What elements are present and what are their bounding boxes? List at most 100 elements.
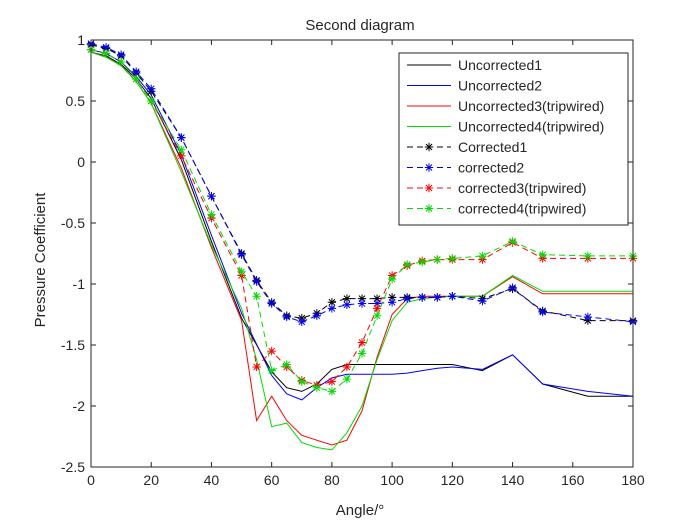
y-tick-label: 0.5 (66, 93, 86, 109)
legend-marker (424, 163, 434, 172)
series-5-point (508, 283, 517, 292)
series-3 (90, 51, 633, 451)
legend-box (398, 52, 629, 226)
series-5-point (177, 133, 186, 142)
series-6-point (327, 377, 337, 386)
series-7-point (147, 96, 156, 106)
series-5-point (312, 311, 322, 320)
y-tick-label: -0.5 (61, 215, 85, 231)
series-7-point (508, 237, 517, 246)
series-6-point (252, 362, 261, 372)
series-line-3 (90, 51, 633, 451)
series-7 (86, 45, 638, 396)
series-line-6 (90, 49, 633, 386)
series-1 (90, 49, 634, 401)
series-4-point (387, 293, 397, 302)
x-tick-label: 160 (561, 472, 585, 488)
y-axis-label: Pressure Coefficient (32, 192, 49, 328)
series-line-1 (90, 49, 634, 401)
series-7-point (116, 57, 126, 67)
legend-label: Uncorrected3(tripwired) (458, 98, 604, 114)
series-5-point (342, 300, 352, 309)
series-5-point (583, 312, 593, 322)
series-7-point (312, 383, 322, 392)
y-tick-label: -1.5 (61, 337, 85, 353)
series-5-point (131, 67, 141, 76)
series-4-point (372, 294, 382, 303)
legend-item-7: corrected4(tripwired) (407, 201, 586, 217)
legend-marker (424, 142, 434, 152)
series-7-point (342, 374, 352, 384)
x-tick-label: 60 (264, 472, 280, 488)
x-tick-label: 140 (501, 472, 525, 488)
legend-marker (424, 204, 434, 213)
series-7-point (282, 360, 291, 369)
legend-item-0: Uncorrected1 (407, 57, 542, 73)
series-6-point (267, 346, 276, 356)
series-5-point (237, 250, 246, 259)
series-7-point (297, 377, 306, 386)
x-tick-label: 100 (380, 472, 404, 488)
legend-label: corrected2 (458, 160, 524, 176)
series-5-point (402, 294, 412, 303)
series-7-point (418, 257, 427, 267)
series-5-point (282, 312, 291, 322)
legend-item-4: Corrected1 (407, 139, 527, 155)
series-7-point (583, 251, 593, 261)
legend-label: Corrected1 (458, 139, 527, 155)
series-5-point (372, 299, 382, 308)
x-tick-label: 20 (143, 472, 159, 488)
x-tick-label: 40 (204, 472, 220, 488)
plot-area (86, 39, 638, 451)
series-5-point (357, 299, 367, 308)
series-7-point (252, 292, 261, 301)
series-7-point (267, 366, 276, 375)
series-5-point (297, 317, 306, 327)
series-4-point (357, 294, 367, 303)
legend-label: corrected3(tripwired) (458, 180, 586, 196)
series-6-point (357, 338, 367, 347)
series-7-point (387, 274, 397, 284)
legend-item-5: corrected2 (407, 160, 524, 176)
y-tick-label: 0 (77, 154, 85, 170)
y-tick-label: -2.5 (61, 459, 85, 475)
series-7-point (538, 250, 547, 259)
series-5-point (267, 299, 276, 308)
series-5-point (207, 191, 216, 201)
series-7-point (433, 255, 442, 264)
series-7-point (237, 267, 246, 276)
series-5-point (252, 277, 261, 286)
series-4-point (327, 298, 337, 307)
y-tick-label: 1 (77, 32, 85, 48)
legend: Uncorrected1 Uncorrected2 Uncorrected3(tri… (398, 52, 629, 226)
x-tick-label: 180 (621, 472, 645, 488)
legend-item-2: Uncorrected3(tripwired) (407, 98, 604, 114)
series-6-point (342, 362, 352, 372)
series-7-point (327, 387, 337, 396)
legend-item-6: corrected3(tripwired) (407, 180, 586, 196)
x-axis-label: Angle/° (336, 502, 385, 519)
series-6-point (372, 304, 382, 313)
series-5-point (448, 292, 457, 301)
legend-item-1: Uncorrected2 (407, 78, 542, 94)
series-5-point (478, 296, 487, 306)
y-tick-label: -2 (73, 398, 86, 414)
x-tick-label: 120 (441, 472, 465, 488)
x-tick-label: 0 (87, 472, 95, 488)
series-7-point (101, 49, 111, 58)
x-tick-label: 80 (324, 472, 340, 488)
series-7-point (177, 145, 186, 154)
series-5-point (147, 84, 156, 93)
axes: 0 20 40 60 80 100 120 140 160 180 -2.5 -2 -1.5 -1 -0.5… (61, 32, 645, 488)
series-5-point (327, 304, 337, 313)
legend-marker (424, 183, 434, 193)
series-7-point (131, 74, 141, 84)
series-5-point (101, 43, 111, 52)
legend-item-3: Uncorrected4(tripwired) (407, 119, 604, 135)
series-7-point (207, 210, 216, 219)
series-5-point (116, 50, 126, 59)
axes-box (90, 39, 634, 468)
series-7-point (448, 254, 457, 263)
series-7-point (372, 311, 382, 320)
